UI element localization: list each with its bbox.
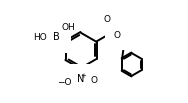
Text: O: O [114, 32, 121, 40]
Text: O: O [103, 15, 110, 24]
Text: O: O [90, 76, 97, 85]
Text: N: N [77, 74, 85, 84]
Text: −O: −O [57, 78, 72, 87]
Text: B: B [53, 32, 60, 42]
Text: +: + [81, 73, 86, 79]
Text: OH: OH [61, 23, 75, 32]
Text: HO: HO [33, 33, 46, 42]
